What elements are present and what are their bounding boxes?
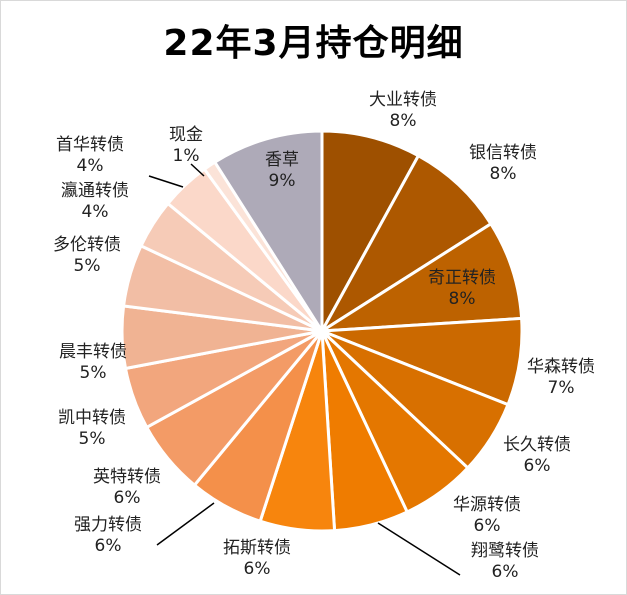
leader-line (377, 522, 461, 576)
slice-label-name: 华森转债 (527, 357, 595, 377)
slice-label-name: 拓斯转债 (223, 538, 291, 558)
leader-line (190, 163, 205, 177)
slice-label-percent: 6% (95, 536, 122, 556)
slice-label-percent: 8% (490, 164, 517, 184)
slice-label-percent: 4% (82, 202, 109, 222)
slice-label-percent: 5% (80, 363, 107, 383)
slice-label-percent: 6% (244, 559, 271, 579)
slice-label-name: 现金 (169, 125, 203, 145)
slice-label-percent: 9% (269, 171, 296, 191)
slice-label-name: 长久转债 (503, 435, 571, 455)
slice-label-percent: 5% (74, 256, 101, 276)
slice-label-name: 大业转债 (369, 90, 437, 110)
slice-label-percent: 8% (390, 111, 417, 131)
leader-line (156, 502, 215, 546)
slice-label-name: 香草 (265, 150, 299, 170)
pie-slice (212, 129, 324, 337)
slice-label-name: 多伦转债 (53, 235, 121, 255)
slice-label-percent: 6% (474, 516, 501, 536)
chart-title: 22年3月持仓明细 (163, 23, 464, 64)
slice-label-name: 翔鹭转债 (471, 541, 539, 561)
leader-line (148, 175, 184, 188)
slice-label-name: 凯中转债 (58, 408, 126, 428)
slice-label-percent: 5% (79, 429, 106, 449)
slice-label-name: 晨丰转债 (59, 342, 127, 362)
slice-label-percent: 6% (492, 562, 519, 582)
slice-label-name: 英特转债 (93, 467, 161, 487)
slice-label-percent: 7% (548, 378, 575, 398)
slice-label-name: 强力转债 (74, 515, 142, 535)
slice-label-name: 奇正转债 (428, 268, 496, 288)
slice-label-percent: 6% (114, 488, 141, 508)
slice-label-percent: 8% (449, 289, 476, 309)
slice-label-name: 首华转债 (56, 135, 124, 155)
pie-slice (320, 129, 421, 332)
slice-label-name: 瀛通转债 (61, 180, 129, 201)
slice-label-name: 华源转债 (453, 495, 521, 515)
pie-slice (321, 221, 524, 333)
slice-label-percent: 4% (77, 156, 104, 176)
slice-label-name: 银信转债 (469, 143, 537, 163)
slice-label-percent: 1% (173, 146, 200, 166)
slice-label-percent: 6% (524, 456, 551, 476)
pie-slice (320, 153, 493, 333)
